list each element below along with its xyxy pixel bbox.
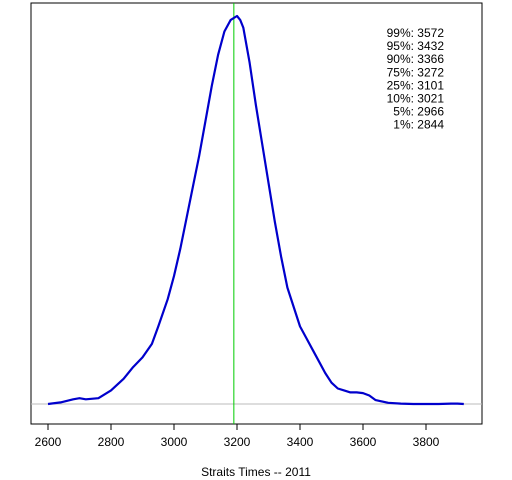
quantile-label: 90%: 3366: [387, 52, 445, 66]
x-tick-label-3000: 3000: [161, 435, 188, 449]
quantile-label: 75%: 3272: [387, 65, 445, 79]
x-tick-label-2600: 2600: [35, 435, 62, 449]
quantile-label: 5%: 2966: [393, 105, 444, 119]
quantile-label: 10%: 3021: [387, 92, 445, 106]
quantile-label: 95%: 3432: [387, 39, 445, 53]
x-tick-label-3400: 3400: [287, 435, 314, 449]
quantile-label: 25%: 3101: [387, 78, 445, 92]
x-tick-label-3800: 3800: [413, 435, 440, 449]
quantile-label: 1%: 2844: [393, 118, 444, 132]
x-tick-label-3600: 3600: [350, 435, 377, 449]
x-tick-label-2800: 2800: [98, 435, 125, 449]
x-axis-ticks: [47, 424, 427, 430]
x-tick-label-3200: 3200: [224, 435, 251, 449]
x-axis-label: Straits Times -- 2011: [201, 465, 311, 479]
density-curve: [47, 14, 464, 406]
quantile-label: 99%: 3572: [387, 26, 445, 40]
x-axis-tick-labels: 2600 2800 3000 3200 3400 3600 3800: [35, 435, 440, 449]
